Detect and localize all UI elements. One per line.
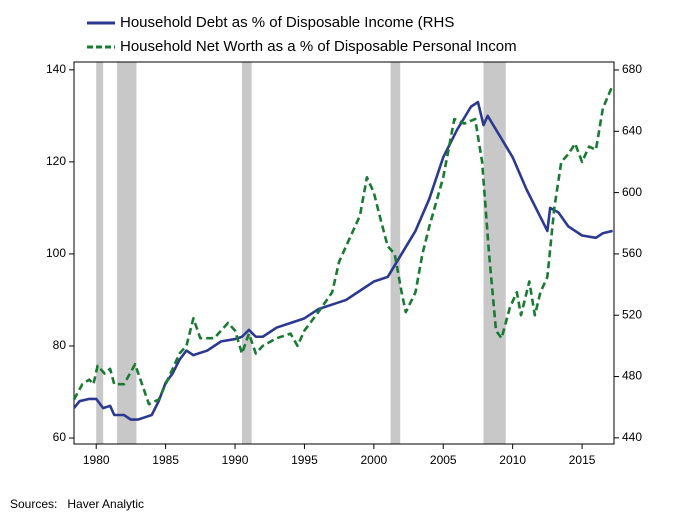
y2-tick-label: 520	[622, 307, 642, 321]
x-tick-label: 1980	[83, 453, 110, 467]
y2-tick-label: 440	[622, 430, 642, 444]
y-tick-label: 100	[46, 246, 66, 260]
recession-band	[483, 62, 506, 444]
x-tick-label: 1985	[152, 453, 179, 467]
x-tick-label: 2015	[569, 453, 596, 467]
x-tick-label: 2000	[360, 453, 387, 467]
recession-band	[96, 62, 104, 444]
source-note: Sources: Haver Analytic	[10, 497, 144, 511]
x-tick-label: 2010	[499, 453, 526, 467]
legend-label: Household Net Worth as a % of Disposable…	[120, 38, 517, 55]
x-tick-label: 1990	[222, 453, 249, 467]
y-tick-label: 60	[53, 430, 67, 444]
recession-band	[241, 62, 252, 444]
recession-band	[390, 62, 401, 444]
y2-tick-label: 480	[622, 369, 642, 383]
legend-label: Household Debt as % of Disposable Income…	[120, 14, 454, 31]
y2-tick-label: 680	[622, 62, 642, 76]
y2-tick-label: 600	[622, 185, 642, 199]
y-tick-label: 120	[46, 154, 66, 168]
recession-band	[117, 62, 137, 444]
y2-tick-label: 560	[622, 246, 642, 260]
y-tick-label: 80	[53, 338, 67, 352]
x-tick-label: 1995	[291, 453, 318, 467]
series-line	[72, 84, 614, 406]
plot-frame	[73, 61, 615, 445]
x-tick-label: 2005	[430, 453, 457, 467]
y2-tick-label: 640	[622, 123, 642, 137]
y-tick-label: 140	[46, 62, 66, 76]
series-line	[72, 100, 613, 421]
